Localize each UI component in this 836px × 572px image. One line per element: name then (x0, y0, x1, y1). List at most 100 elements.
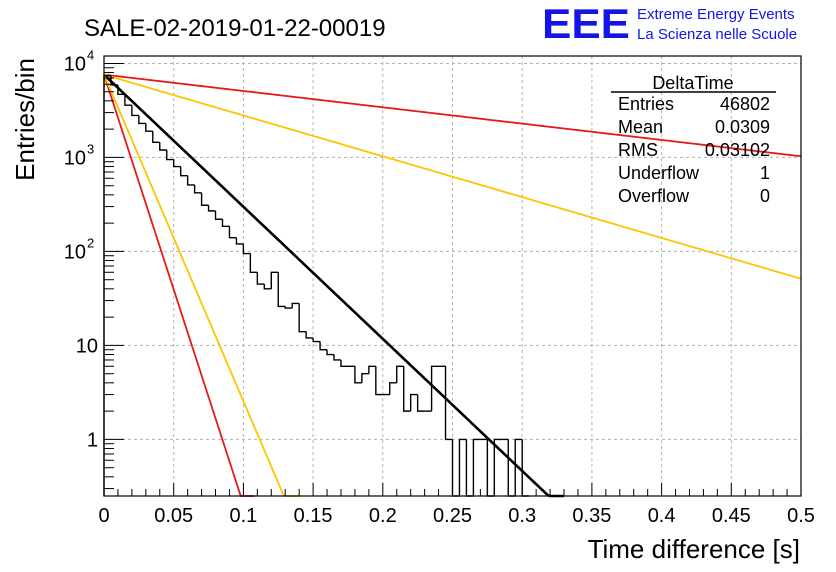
histogram-bin (403, 366, 411, 412)
histogram (103, 75, 530, 497)
histogram-bin (396, 365, 404, 383)
histogram-bin (263, 284, 272, 290)
stats-label-underflow: Underflow (618, 163, 700, 183)
grid-lines (104, 56, 801, 496)
histogram-bin (493, 438, 502, 496)
x-tick-label: 0.1 (229, 505, 257, 527)
histogram-bin (249, 253, 258, 273)
histogram-bin (131, 105, 139, 117)
stats-label-rms: RMS (618, 140, 658, 160)
histogram-bin (228, 226, 237, 239)
x-tick-label: 0.3 (508, 505, 536, 527)
histogram-bin (124, 94, 132, 106)
y-tick-label: 10 (64, 53, 86, 75)
stats-label-mean: Mean (618, 117, 663, 137)
histogram-bin (179, 166, 188, 177)
histogram-bin (409, 393, 418, 412)
histogram-bin (173, 159, 181, 168)
stats-title: DeltaTime (652, 73, 733, 93)
histogram-bin (159, 142, 167, 151)
x-axis: 0 0.05 0.1 0.15 0.2 0.25 0.3 0.35 0.4 0.45 0.5 (98, 483, 815, 527)
histogram-bin (193, 184, 202, 194)
histogram-bin (333, 354, 341, 361)
histogram-bin (138, 115, 146, 125)
y-tick-label: 10 (64, 241, 86, 263)
stats-value-entries: 46802 (720, 94, 770, 114)
histogram-bin (389, 382, 397, 395)
logo: EEE Extreme Energy Events La Scienza nel… (542, 0, 797, 47)
x-tick-label: 0.35 (572, 505, 611, 527)
y-tick-label: 10 (64, 147, 86, 169)
fit-curve-0 (103, 73, 565, 498)
histogram-bin (117, 84, 125, 95)
histogram-bin (214, 210, 223, 220)
histogram-bin (235, 237, 244, 245)
histogram-bin (451, 439, 460, 497)
stats-value-overflow: 0 (760, 186, 770, 206)
histogram-bin (465, 439, 474, 497)
stats-label-entries: Entries (618, 94, 674, 114)
stats-value-mean: 0.0309 (715, 117, 770, 137)
histogram-bin (110, 75, 118, 86)
logo-mark: EEE (542, 0, 630, 47)
y-tick-label-base: 10 (64, 147, 86, 169)
y-tick-label: 10 (76, 335, 98, 357)
x-tick-label: 0 (98, 505, 109, 527)
histogram-bin (277, 272, 286, 308)
logo-line-2: La Scienza nelle Scuole (637, 26, 797, 43)
histogram-bin (256, 272, 265, 285)
histogram-bin (242, 243, 251, 255)
histogram-bin (375, 366, 383, 396)
y-tick-label-base: 1 (87, 429, 98, 451)
histogram-bin (319, 341, 328, 351)
stats-value-underflow: 1 (760, 163, 770, 183)
histogram-bin (521, 439, 530, 497)
histogram-bin (270, 271, 279, 289)
x-axis-label: Time difference [s] (588, 534, 800, 564)
x-tick-label: 0.5 (787, 505, 815, 527)
histogram-bin (103, 75, 111, 496)
histogram-bin (361, 373, 369, 383)
fit-curve-3 (103, 74, 300, 497)
y-tick-label: 1 (87, 429, 98, 451)
histogram-bin (354, 366, 362, 384)
histogram-bin (145, 123, 153, 132)
x-tick-label: 0.45 (712, 505, 751, 527)
histogram-bin (186, 175, 195, 186)
histogram-bin (207, 205, 216, 212)
histogram-bin (298, 303, 307, 333)
histogram-bin (221, 219, 230, 228)
histogram-bin (416, 394, 425, 412)
histogram-bin (326, 349, 335, 356)
histogram-bin (340, 359, 348, 367)
logo-line-1: Extreme Energy Events (637, 6, 795, 23)
histogram-bin (312, 337, 321, 343)
histogram-bin (368, 365, 376, 374)
fit-curve-4 (103, 73, 802, 280)
x-tick-label: 0.25 (433, 505, 472, 527)
stats-value-rms: 0.03102 (705, 140, 770, 160)
x-tick-label: 0.4 (648, 505, 676, 527)
y-tick-label-base: 10 (64, 241, 86, 263)
histogram-bin (507, 439, 516, 497)
fit-curve-2 (103, 73, 802, 158)
chart-title: SALE-02-2019-01-22-00019 (84, 15, 386, 42)
x-tick-label: 0.15 (294, 505, 333, 527)
histogram-bin (430, 365, 439, 412)
stats-box: DeltaTime Entries 46802 Mean 0.0309 RMS … (611, 73, 776, 206)
y-axis-label: Entries/bin (10, 58, 40, 181)
x-tick-label: 0.05 (154, 505, 193, 527)
y-tick-label-exponent: 3 (87, 141, 94, 156)
histogram-bin (305, 331, 314, 339)
x-tick-label: 0.2 (369, 505, 397, 527)
histogram-bin (284, 306, 293, 309)
histogram-bin (152, 131, 160, 143)
histogram-bin (472, 438, 481, 496)
stats-label-overflow: Overflow (618, 186, 690, 206)
histogram-bin (444, 366, 453, 441)
y-tick-label-base: 10 (64, 53, 86, 75)
histogram-bin (514, 438, 523, 496)
histogram-bin (458, 438, 467, 496)
